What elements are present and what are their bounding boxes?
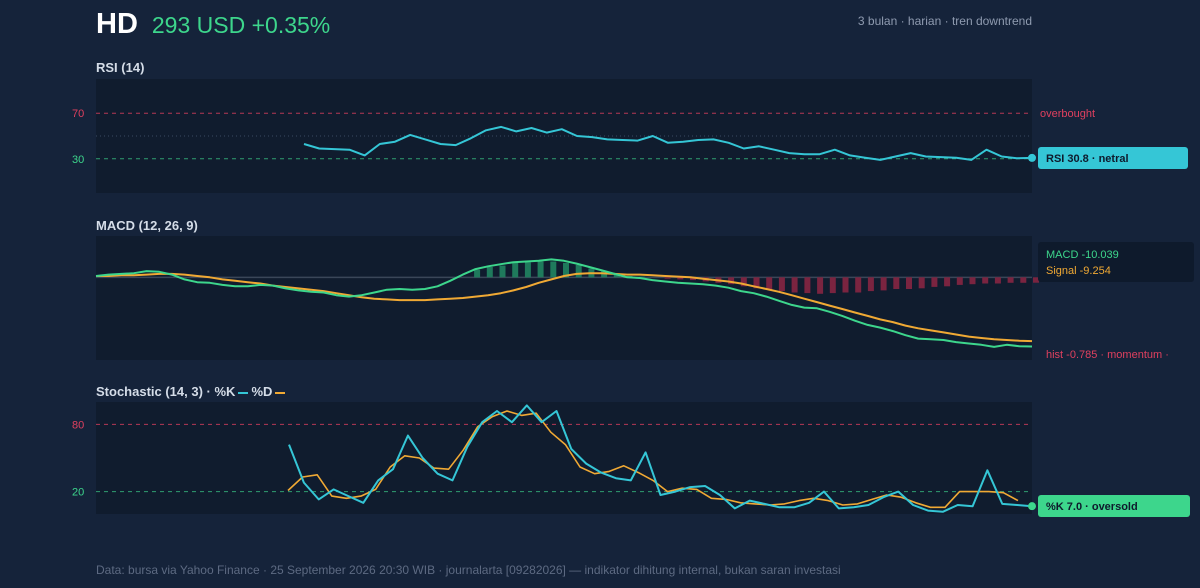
macd-hist-bar: [880, 277, 887, 291]
stoch-tick-20: 20: [72, 487, 84, 499]
macd-hist-bar: [906, 277, 912, 289]
macd-hist-bar: [537, 261, 544, 278]
macd-hist-bar: [753, 277, 760, 289]
macd-hist-bar: [728, 277, 735, 285]
signal-value-label: Signal -9.254: [1046, 265, 1111, 277]
rsi-badge-text: RSI 30.8 · netral: [1046, 153, 1129, 165]
macd-hist-bar: [486, 267, 493, 278]
stoch-k-line: [288, 404, 1033, 513]
macd-hist-bar: [474, 269, 481, 278]
macd-hist-bar: [969, 277, 976, 285]
d-legend-label: %D: [251, 384, 273, 399]
macd-hist-bar: [613, 273, 620, 278]
macd-hist-bar: [575, 264, 582, 278]
macd-hist-bar: [639, 276, 646, 278]
price-change: 293 USD +0.35%: [151, 12, 331, 38]
macd-hist-bar: [690, 277, 696, 281]
macd-hist-bar: [1020, 277, 1027, 283]
ticker-symbol: HD: [96, 8, 138, 40]
k-legend-swatch: [238, 391, 249, 394]
macd-value-label: MACD -10.039: [1046, 249, 1119, 261]
stoch-title-text: Stochastic (14, 3) · %K: [96, 384, 236, 399]
signal-line: [96, 272, 1033, 343]
rsi-panel-title: RSI (14): [96, 60, 145, 75]
macd-hist-bar: [1007, 277, 1014, 283]
stoch-tick-80: 80: [72, 419, 84, 431]
stoch-plot-area: [96, 402, 1032, 514]
macd-hist-bar: [740, 277, 747, 287]
macd-hist-bar: [842, 277, 849, 293]
footer-source: Data: bursa via Yahoo Finance · 25 Septe…: [96, 563, 841, 577]
macd-hist-bar: [804, 277, 811, 294]
macd-hist-bar: [499, 265, 506, 278]
macd-legend-box: [1038, 242, 1194, 282]
stoch-last-point: [1028, 502, 1036, 511]
macd-hist-bar: [855, 277, 862, 293]
macd-hist-bar: [791, 277, 798, 293]
macd-hist-bar: [664, 277, 671, 279]
rsi-overbought-label: overbought: [1040, 108, 1095, 120]
macd-hist-bar: [512, 262, 519, 278]
macd-hist-bar: [817, 277, 824, 294]
macd-hist-bar: [931, 277, 938, 287]
stoch-badge-box: [1038, 495, 1190, 517]
rsi-badge-box: [1038, 147, 1188, 169]
header: HD 293 USD +0.35%: [96, 8, 330, 48]
macd-plot-area: [96, 236, 1032, 360]
macd-hist-bar: [867, 277, 874, 292]
macd-line: [95, 258, 1033, 348]
macd-panel-title: MACD (12, 26, 9): [96, 218, 198, 233]
rsi-last-point: [1028, 153, 1036, 162]
macd-hist-bar: [944, 277, 951, 287]
timeframe-meta: 3 bulan · harian · tren downtrend: [857, 14, 1032, 28]
hist-value-label: hist -0.785 · momentum ·: [1046, 349, 1169, 361]
stoch-badge-text: %K 7.0 · oversold: [1046, 501, 1138, 513]
macd-hist-bar: [677, 277, 684, 280]
stoch-d-line: [287, 410, 1019, 509]
rsi-tick-70: 70: [72, 108, 84, 120]
macd-hist-bar: [524, 262, 531, 278]
d-legend-swatch: [275, 391, 286, 394]
macd-hist-bar: [982, 277, 989, 284]
stoch-panel-title: Stochastic (14, 3) · %K %D: [96, 384, 288, 399]
macd-hist-bar: [563, 262, 569, 278]
macd-hist-bar: [994, 277, 1001, 284]
macd-hist-bar: [956, 277, 963, 285]
macd-hist-bar: [766, 277, 773, 290]
macd-hist-bar: [918, 277, 925, 289]
macd-hist-bar: [893, 277, 900, 289]
macd-hist-bar: [829, 277, 836, 294]
rsi-line: [303, 125, 1033, 161]
rsi-tick-30: 30: [72, 154, 84, 166]
macd-hist-bar: [550, 261, 557, 278]
macd-hist-bar: [1033, 277, 1039, 283]
macd-hist-bar: [778, 277, 785, 292]
